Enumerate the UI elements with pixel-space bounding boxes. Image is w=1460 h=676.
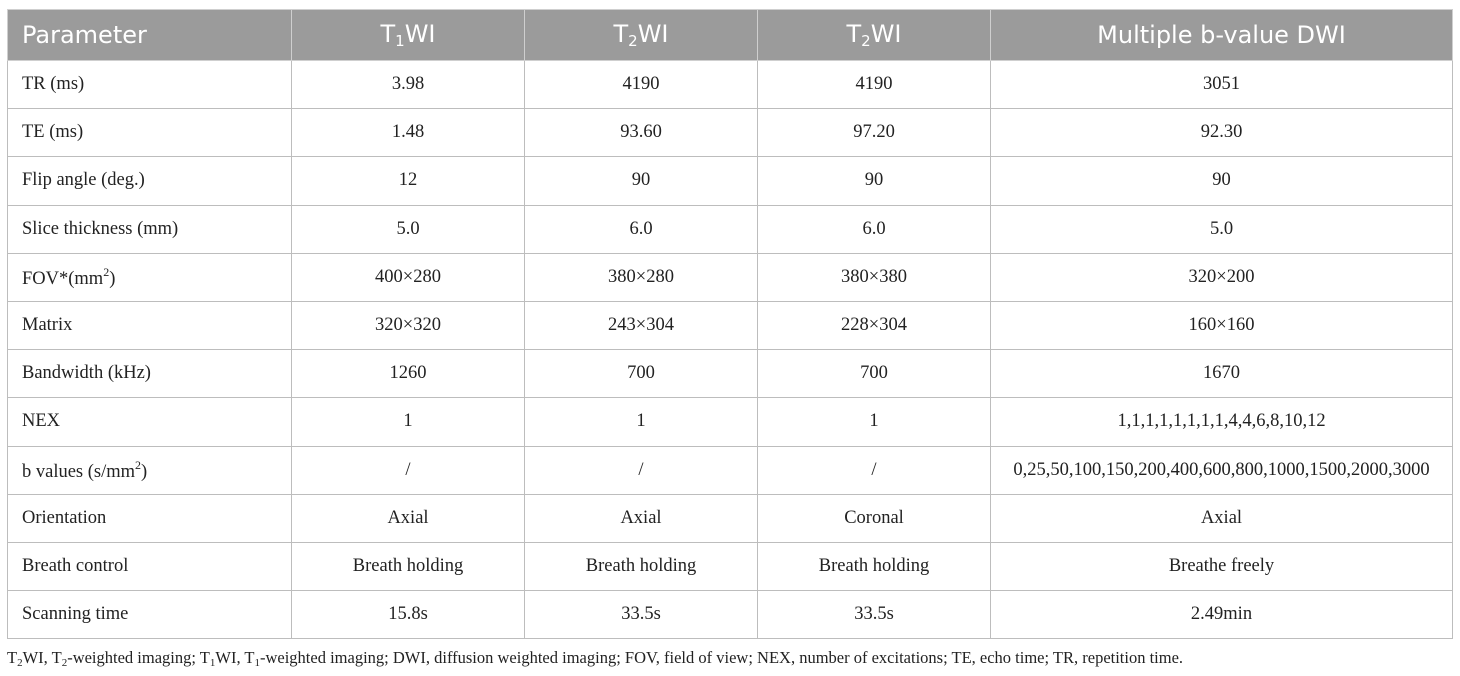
header-multiple-b-value-dwi: Multiple b-value DWI <box>990 9 1453 61</box>
table-cell: 6.0 <box>524 204 758 254</box>
row-label: Flip angle (deg.) <box>7 156 292 206</box>
table-row: Flip angle (deg.) 12 90 90 90 <box>7 156 1453 206</box>
table-cell: 92.30 <box>990 108 1453 158</box>
table-cell: Axial <box>990 493 1453 543</box>
table-cell: 0,25,50,100,150,200,400,600,800,1000,150… <box>990 445 1453 495</box>
table-cell: 243×304 <box>524 300 758 351</box>
table-cell: 90 <box>524 156 758 206</box>
table-cell: 1 <box>291 397 525 447</box>
table-cell: 90 <box>990 156 1453 206</box>
table-cell: 5.0 <box>990 204 1453 254</box>
table-cell: 1 <box>757 397 991 447</box>
table-cell: 90 <box>757 156 991 206</box>
row-label: NEX <box>7 397 292 447</box>
table-cell: 97.20 <box>757 108 991 158</box>
table-cell: 5.0 <box>291 204 525 254</box>
table-cell: Coronal <box>757 493 991 543</box>
parameters-table-container: Parameter T1WI T2WI T2WI Multiple b-valu… <box>7 9 1453 640</box>
table-footnote: T2WI, T2-weighted imaging; T1WI, T1-weig… <box>7 648 1184 669</box>
table-cell: 2.49min <box>990 590 1453 640</box>
table-cell: 380×380 <box>757 252 991 302</box>
table-row: Orientation Axial Axial Coronal Axial <box>7 493 1453 543</box>
table-cell: 320×200 <box>990 252 1453 302</box>
table-row: Bandwidth (kHz) 1260 700 700 1670 <box>7 349 1453 399</box>
row-label: TR (ms) <box>7 59 292 110</box>
header-t1wi: T1WI <box>291 9 525 61</box>
table-cell: Breath holding <box>291 541 525 592</box>
header-t2wi-coronal: T2WI <box>757 9 991 61</box>
table-cell: / <box>757 445 991 495</box>
table-header-row: Parameter T1WI T2WI T2WI Multiple b-valu… <box>7 9 1453 61</box>
table-cell: 3.98 <box>291 59 525 110</box>
table-row: Slice thickness (mm) 5.0 6.0 6.0 5.0 <box>7 204 1453 254</box>
table-cell: 93.60 <box>524 108 758 158</box>
table-cell: / <box>291 445 525 495</box>
table-cell: 1670 <box>990 349 1453 399</box>
row-label: Matrix <box>7 300 292 351</box>
table-row: NEX 1 1 1 1,1,1,1,1,1,1,1,4,4,6,8,10,12 <box>7 397 1453 447</box>
table-cell: 1260 <box>291 349 525 399</box>
table-cell: 4190 <box>757 59 991 110</box>
table-cell: / <box>524 445 758 495</box>
row-label: Scanning time <box>7 590 292 640</box>
table-cell: 33.5s <box>524 590 758 640</box>
table-cell: 1.48 <box>291 108 525 158</box>
row-label: b values (s/mm2) <box>7 445 292 495</box>
table-body: TR (ms) 3.98 4190 4190 3051 TE (ms) 1.48 93.60 9… <box>7 59 1453 640</box>
table-row: FOV*(mm2) 400×280 380×280 380×380 320×200 <box>7 252 1453 302</box>
mri-parameters-table: Parameter T1WI T2WI T2WI Multiple b-valu… <box>7 9 1453 640</box>
row-label: Orientation <box>7 493 292 543</box>
row-label: TE (ms) <box>7 108 292 158</box>
table-cell: 320×320 <box>291 300 525 351</box>
table-cell: 6.0 <box>757 204 991 254</box>
table-cell: 380×280 <box>524 252 758 302</box>
table-cell: Breathe freely <box>990 541 1453 592</box>
table-row: TE (ms) 1.48 93.60 97.20 92.30 <box>7 108 1453 158</box>
table-cell: 228×304 <box>757 300 991 351</box>
header-t2wi-axial: T2WI <box>524 9 758 61</box>
table-row: Scanning time 15.8s 33.5s 33.5s 2.49min <box>7 590 1453 640</box>
table-cell: 12 <box>291 156 525 206</box>
table-cell: 700 <box>757 349 991 399</box>
table-cell: 33.5s <box>757 590 991 640</box>
table-row: TR (ms) 3.98 4190 4190 3051 <box>7 59 1453 110</box>
table-cell: 4190 <box>524 59 758 110</box>
table-cell: 1,1,1,1,1,1,1,1,4,4,6,8,10,12 <box>990 397 1453 447</box>
row-label: Bandwidth (kHz) <box>7 349 292 399</box>
table-cell: 400×280 <box>291 252 525 302</box>
table-row: Matrix 320×320 243×304 228×304 160×160 <box>7 300 1453 351</box>
row-label: FOV*(mm2) <box>7 252 292 302</box>
table-cell: 3051 <box>990 59 1453 110</box>
table-cell: 160×160 <box>990 300 1453 351</box>
table-cell: 700 <box>524 349 758 399</box>
table-row: Breath control Breath holding Breath holdi… <box>7 541 1453 592</box>
table-row: b values (s/mm2) / //0,25,50,100,150,200,4… <box>7 445 1453 495</box>
header-parameter: Parameter <box>7 9 292 61</box>
row-label: Breath control <box>7 541 292 592</box>
table-cell: Breath holding <box>524 541 758 592</box>
table-cell: Axial <box>524 493 758 543</box>
table-cell: 15.8s <box>291 590 525 640</box>
table-cell: Breath holding <box>757 541 991 592</box>
table-cell: 1 <box>524 397 758 447</box>
row-label: Slice thickness (mm) <box>7 204 292 254</box>
table-cell: Axial <box>291 493 525 543</box>
